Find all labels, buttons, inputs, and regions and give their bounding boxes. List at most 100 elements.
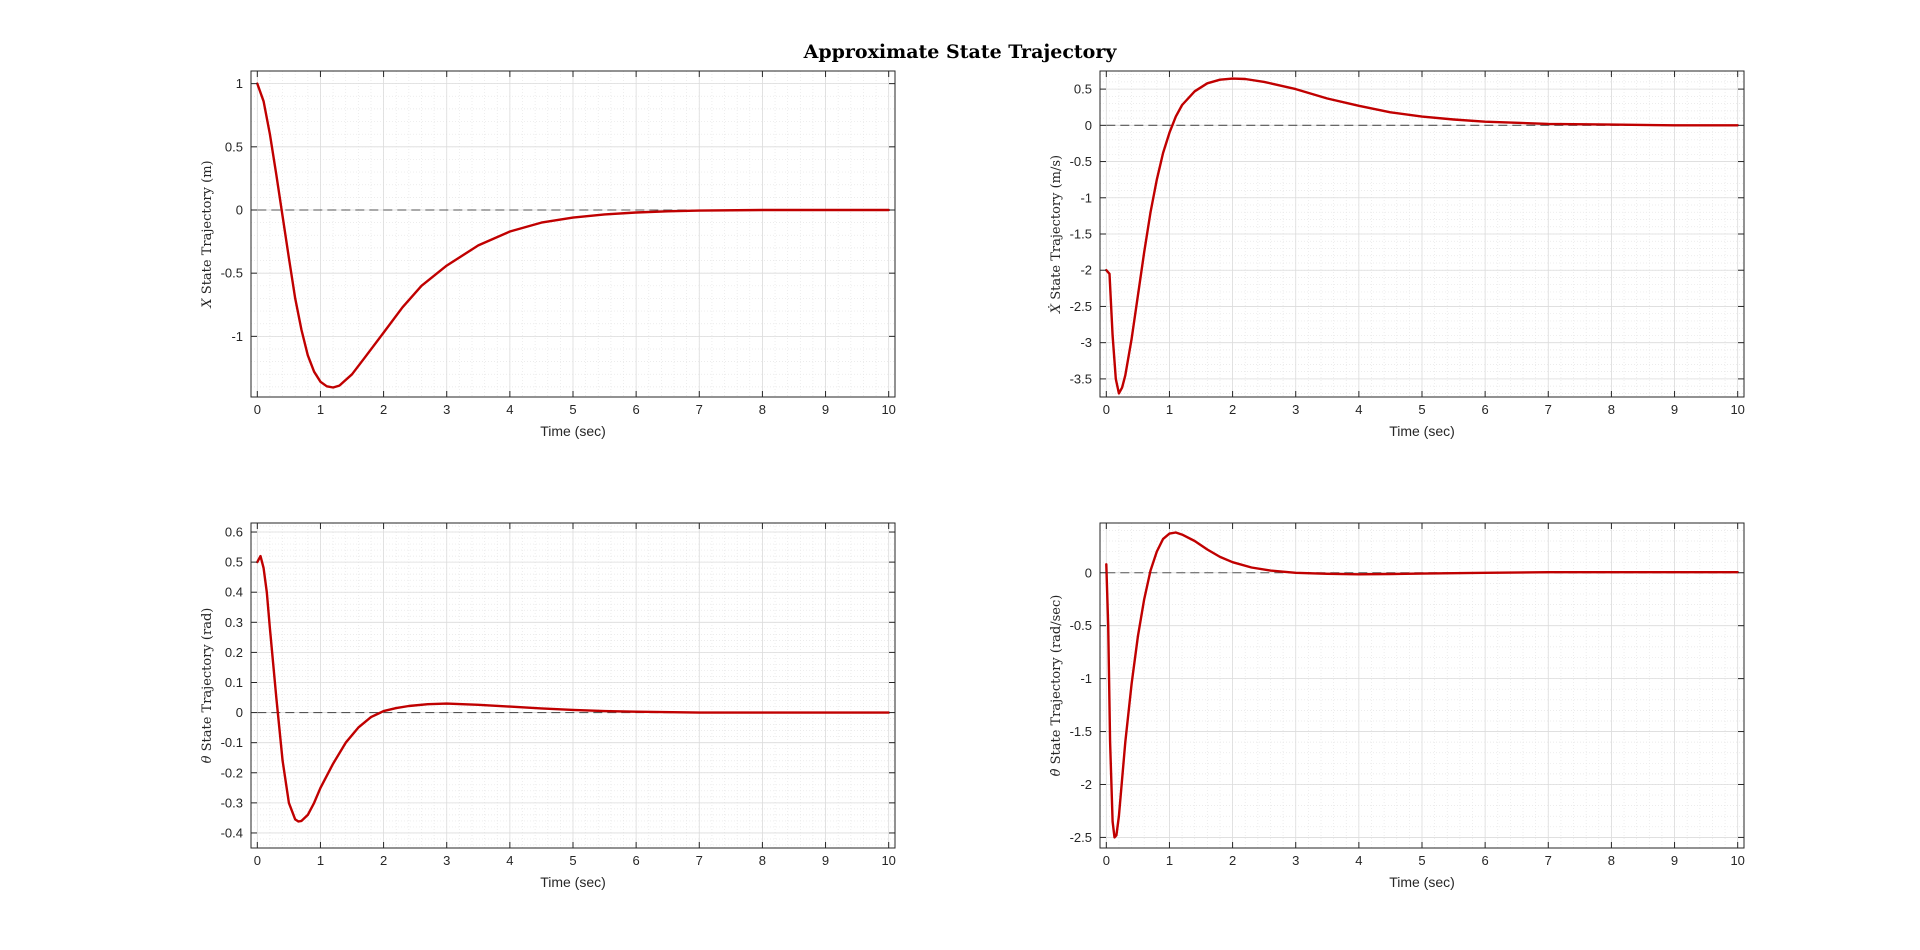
- y-tick-label: -2.5: [1070, 299, 1092, 314]
- series-line-1: [256, 82, 890, 389]
- y-tick-label: -3: [1080, 335, 1092, 350]
- x-tick-label: 0: [1103, 853, 1110, 868]
- y-tick-label: -2: [1080, 777, 1092, 792]
- y-axis-symbol: Ẋ: [1047, 303, 1064, 314]
- x-tick-label: 7: [696, 402, 703, 417]
- x-axis-label: Time (sec): [1389, 423, 1455, 439]
- y-axis-symbol: θ̇: [1049, 768, 1064, 776]
- y-tick-label: -0.2: [221, 765, 243, 780]
- y-axis-text: State Trajectory (m): [200, 160, 215, 298]
- x-tick-label: 10: [1730, 402, 1744, 417]
- y-axis-text: State Trajectory (rad): [200, 608, 215, 756]
- x-tick-label: 2: [380, 853, 387, 868]
- y-tick-label: 0.4: [225, 585, 243, 600]
- x-tick-label: 2: [1229, 853, 1236, 868]
- y-tick-label: 0.6: [225, 525, 243, 540]
- x-axis-label: Time (sec): [540, 423, 606, 439]
- x-tick-label: 5: [1418, 402, 1425, 417]
- x-tick-label: 8: [1608, 402, 1615, 417]
- x-tick-label: 9: [1671, 853, 1678, 868]
- x-tick-label: 0: [254, 853, 261, 868]
- y-axis-label: θ̇ State Trajectory (rad/sec): [1049, 595, 1064, 777]
- x-tick-label: 5: [1418, 853, 1425, 868]
- x-tick-label: 9: [822, 402, 829, 417]
- subplot-3: 0 1 2 3 4 5 6 7 8 9 10 0.6 0.5 0.4 0.3 0.2 0.1 0 -0.1 -0.2 -…: [200, 522, 896, 890]
- x-tick-label: 3: [443, 402, 450, 417]
- y-tick-label: 0: [1085, 118, 1092, 133]
- series-line-1: [256, 554, 890, 823]
- x-tick-label: 8: [759, 402, 766, 417]
- x-axis-label: Time (sec): [540, 874, 606, 890]
- y-axis-symbol: X: [200, 298, 215, 309]
- y-axis-symbol: θ: [200, 755, 215, 763]
- subplot-4: 0 1 2 3 4 5 6 7 8 9 10 0 -0.5 -1 -1.5 -2 -2.5 Time (sec) θ…: [1049, 522, 1745, 890]
- x-tick-label: 5: [569, 853, 576, 868]
- x-tick-label: 0: [1103, 402, 1110, 417]
- y-axis-label: θ State Trajectory (rad): [200, 608, 215, 764]
- x-tick-label: 2: [380, 402, 387, 417]
- x-tick-label: 9: [822, 853, 829, 868]
- y-axis-label: Ẋ State Trajectory (m/s): [1047, 155, 1064, 314]
- x-tick-label: 10: [881, 402, 895, 417]
- y-tick-label: 0: [236, 705, 243, 720]
- x-tick-label: 7: [696, 853, 703, 868]
- series-line-1: [1105, 77, 1739, 395]
- y-tick-label: 0.1: [225, 675, 243, 690]
- x-tick-label: 10: [881, 853, 895, 868]
- y-tick-label: 0: [1085, 565, 1092, 580]
- y-tick-label: -0.3: [221, 795, 243, 810]
- y-tick-label: 0: [236, 202, 243, 217]
- subplot-2: 0 1 2 3 4 5 6 7 8 9 10 0.5 0 -0.5 -1 -1.5 -2 -2.5 -3 -3.5 Ti…: [1047, 70, 1745, 439]
- y-axis-text: State Trajectory (m/s): [1049, 155, 1064, 304]
- x-tick-label: 4: [1355, 853, 1362, 868]
- x-tick-label: 8: [759, 853, 766, 868]
- y-tick-label: -3.5: [1070, 371, 1092, 386]
- x-tick-label: 2: [1229, 402, 1236, 417]
- y-tick-label: 0.5: [225, 139, 243, 154]
- y-tick-label: 1: [236, 76, 243, 91]
- x-tick-label: 1: [1166, 853, 1173, 868]
- y-tick-label: -1.5: [1070, 724, 1092, 739]
- x-tick-label: 4: [506, 402, 513, 417]
- x-tick-label: 1: [317, 853, 324, 868]
- x-tick-label: 10: [1730, 853, 1744, 868]
- subplot-1: 0 1 2 3 4 5 6 7 8 9 10 1 0.5 0 -0.5 -1 Time (sec) X State…: [200, 70, 896, 439]
- x-tick-label: 7: [1545, 402, 1552, 417]
- y-axis-text: State Trajectory (rad/sec): [1049, 595, 1064, 769]
- y-tick-label: -1: [231, 329, 243, 344]
- x-tick-label: 6: [633, 853, 640, 868]
- x-tick-label: 6: [1482, 402, 1489, 417]
- y-tick-label: -1: [1080, 190, 1092, 205]
- x-tick-label: 1: [317, 402, 324, 417]
- figure-title: Approximate State Trajectory: [803, 41, 1118, 63]
- x-tick-label: 1: [1166, 402, 1173, 417]
- y-tick-label: -0.1: [221, 735, 243, 750]
- y-axis-label: X State Trajectory (m): [200, 160, 215, 308]
- y-tick-label: 0.2: [225, 645, 243, 660]
- x-tick-label: 3: [1292, 402, 1299, 417]
- x-tick-label: 4: [506, 853, 513, 868]
- x-tick-label: 6: [1482, 853, 1489, 868]
- x-tick-label: 9: [1671, 402, 1678, 417]
- y-tick-label: 0.5: [225, 555, 243, 570]
- x-tick-label: 4: [1355, 402, 1362, 417]
- y-tick-label: 0.5: [1074, 82, 1092, 97]
- x-tick-label: 0: [254, 402, 261, 417]
- y-tick-label: -0.5: [1070, 154, 1092, 169]
- series-line-1: [1105, 531, 1739, 839]
- y-tick-label: -1.5: [1070, 227, 1092, 242]
- x-tick-label: 3: [1292, 853, 1299, 868]
- x-tick-label: 8: [1608, 853, 1615, 868]
- x-axis-label: Time (sec): [1389, 874, 1455, 890]
- y-tick-label: -0.5: [221, 266, 243, 281]
- y-tick-label: -1: [1080, 671, 1092, 686]
- y-tick-label: 0.3: [225, 615, 243, 630]
- x-tick-label: 5: [569, 402, 576, 417]
- y-tick-label: -0.5: [1070, 618, 1092, 633]
- x-tick-label: 6: [633, 402, 640, 417]
- y-tick-label: -2.5: [1070, 830, 1092, 845]
- y-tick-label: -0.4: [221, 825, 243, 840]
- x-tick-label: 3: [443, 853, 450, 868]
